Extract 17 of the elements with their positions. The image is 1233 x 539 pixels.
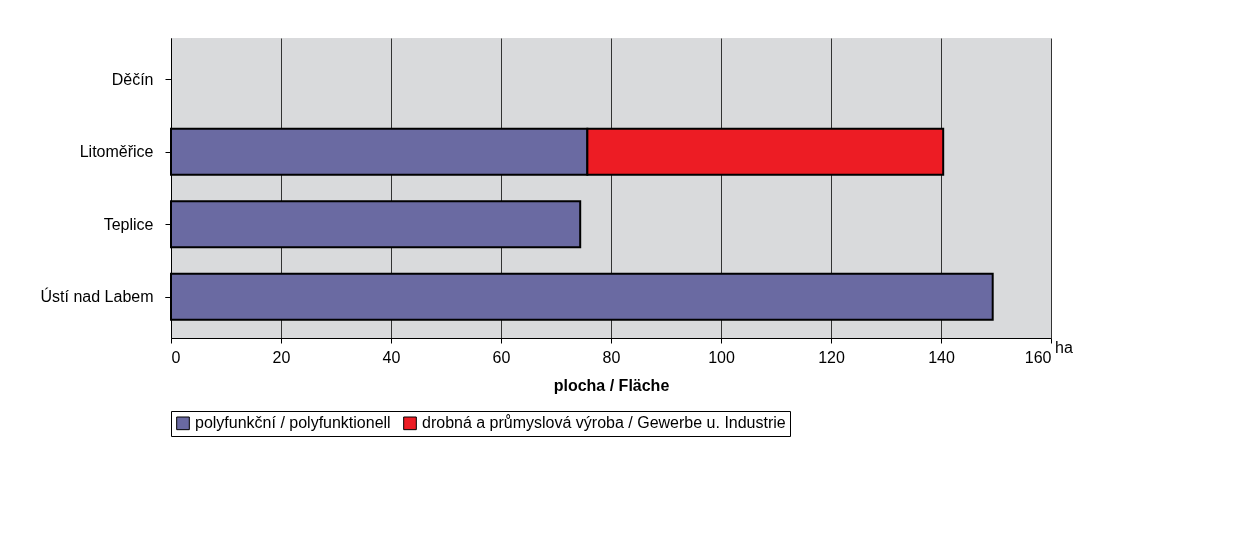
y-tick-label: Teplice: [103, 215, 154, 233]
legend-label: polyfunkční / polyfunktionell: [195, 414, 391, 432]
x-tick-label: 0: [171, 348, 181, 366]
y-tick-label: Ústí nad Labem: [40, 287, 154, 306]
x-tick-label: 160: [1024, 348, 1052, 366]
x-axis-title: plocha / Fläche: [553, 376, 670, 394]
text: ha: [1055, 339, 1073, 356]
y-tick-label: Litoměřice: [79, 143, 154, 161]
legend-label: drobná a průmyslová výroba / Gewerbe u. Industrie: [422, 414, 786, 432]
y-tick-label: Děčín: [111, 70, 154, 88]
x-tick-label: 100: [708, 348, 735, 366]
x-tick-label: 80: [602, 348, 621, 366]
x-tick-label: 40: [382, 348, 401, 366]
x-tick-label: 120: [818, 348, 845, 366]
x-tick-label: 60: [492, 348, 511, 366]
x-tick-label: 140: [928, 348, 955, 366]
x-tick-label: 20: [272, 348, 291, 366]
